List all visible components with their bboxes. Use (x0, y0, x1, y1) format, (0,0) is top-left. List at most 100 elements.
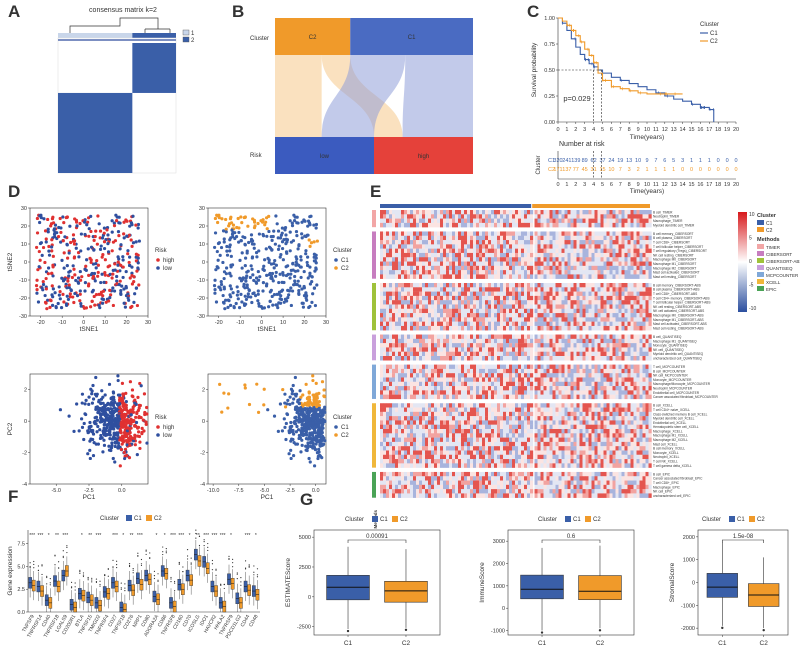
heatmap-cell (527, 287, 531, 292)
scatter-point (125, 418, 129, 422)
heatmap-cell (564, 257, 568, 262)
scatter-point (297, 263, 301, 267)
heatmap-cell (642, 317, 646, 322)
heatmap-cell (588, 270, 592, 275)
scatter-point (50, 284, 54, 288)
scatter-point (67, 283, 71, 287)
heatmap-cell (618, 313, 622, 318)
heatmap-cell (389, 325, 393, 331)
heatmap-cell (555, 248, 559, 254)
heatmap-cell (576, 214, 580, 219)
heatmap-cell (591, 248, 595, 254)
heatmap-cell (606, 210, 610, 215)
heatmap-cell (461, 274, 465, 279)
heatmap-cell (521, 231, 525, 236)
heatmap-cell (482, 338, 486, 344)
heatmap-cell (585, 317, 589, 322)
heatmap-cell (555, 347, 559, 352)
heatmap-cell (416, 218, 420, 224)
heatmap-cell (527, 244, 531, 249)
heatmap-cell (401, 231, 405, 236)
heatmap-cell (383, 308, 387, 314)
scatter-point (47, 253, 52, 257)
heatmap-cell (473, 347, 477, 352)
scatter-point (113, 416, 118, 421)
scatter-point (219, 280, 223, 284)
heatmap-cell (389, 321, 393, 327)
heatmap-cell (588, 317, 592, 322)
heatmap-cell (570, 351, 574, 357)
heatmap-cell (494, 287, 498, 292)
heatmap-cell (579, 317, 583, 322)
heatmap-cell (446, 343, 450, 348)
heatmap-cell (624, 351, 628, 357)
heatmap-cell (404, 214, 408, 219)
heatmap-cell (606, 222, 610, 228)
heatmap-cell (386, 334, 390, 340)
heatmap-cell (491, 240, 495, 245)
heatmap-cell (558, 295, 562, 301)
scatter-legend-swatch (334, 425, 338, 429)
scatter-point (125, 443, 129, 447)
heatmap-cell (543, 287, 547, 292)
heatmap-cell (452, 317, 456, 322)
heatmap-cell (383, 287, 387, 292)
heatmap-cell (461, 240, 465, 245)
heatmap-cell (509, 287, 513, 292)
heatmap-cell (398, 287, 402, 292)
heatmap-cell (537, 244, 541, 249)
heatmap-cell (449, 244, 453, 249)
survival-y-tick-label: 0.50 (544, 68, 555, 74)
heatmap-cell (461, 334, 465, 340)
heatmap-cell (506, 210, 510, 215)
scatter-point (278, 272, 282, 276)
heatmap-cell (561, 291, 565, 297)
scatter-point (294, 263, 298, 267)
heatmap-cell (473, 274, 477, 279)
scatter-point (108, 433, 112, 437)
heatmap-cell (506, 270, 510, 275)
heatmap-cell (413, 313, 417, 318)
heatmap-cell (437, 222, 441, 228)
heatmap-cell (479, 274, 483, 279)
heatmap-cell (639, 252, 643, 258)
scatter-point (129, 221, 134, 225)
scatter-point (237, 226, 241, 230)
scatter-point (128, 263, 132, 267)
heatmap-cell (422, 338, 426, 344)
heatmap-cell (549, 252, 553, 258)
heatmap-cell (452, 235, 456, 241)
heatmap-cell (467, 356, 471, 361)
heatmap-cell (558, 291, 562, 297)
heatmap-cell (506, 321, 510, 327)
heatmap-cell (467, 214, 471, 219)
scatter-point (140, 426, 144, 430)
scatter-x-tick-label: -20 (37, 320, 45, 326)
heatmap-cell (585, 240, 589, 245)
heatmap-cell (392, 261, 396, 267)
scatter-point (94, 375, 98, 380)
heatmap-cell (612, 283, 616, 288)
scatter-point (304, 436, 309, 441)
heatmap-cell (624, 270, 628, 275)
survival-y-tick-label: 1.00 (544, 16, 555, 22)
scatter-point (133, 424, 137, 428)
heatmap-cell (518, 321, 522, 327)
heatmap-cell (540, 287, 544, 292)
heatmap-cell (570, 287, 574, 292)
heatmap-cell (503, 244, 507, 249)
heatmap-cell (458, 235, 462, 241)
heatmap-cell (509, 317, 513, 322)
heatmap-cell (518, 244, 522, 249)
heatmap-cell (431, 210, 435, 215)
heatmap-cell (645, 244, 649, 249)
heatmap-cells (380, 210, 652, 498)
scatter-point (67, 270, 71, 274)
heatmap-cell (395, 235, 399, 241)
heatmap-cell (419, 222, 423, 228)
heatmap-cell (494, 343, 498, 348)
heatmap-cell (455, 235, 459, 241)
heatmap-cell (627, 274, 631, 279)
heatmap-cell (639, 304, 643, 309)
heatmap-cell (512, 261, 516, 267)
